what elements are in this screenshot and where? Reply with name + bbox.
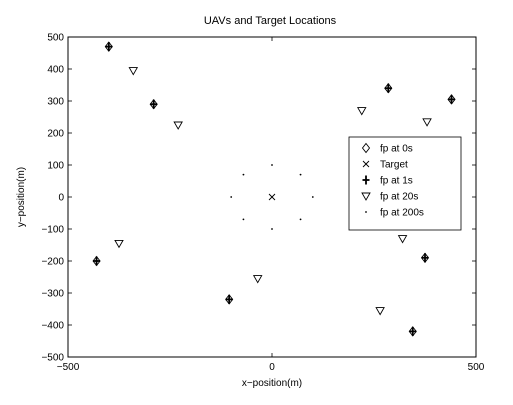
- point-fp-at-20s: [422, 118, 432, 127]
- legend-marker-target: [362, 160, 370, 168]
- y-tick-label: 500: [47, 33, 64, 44]
- y-tick-label: −400: [41, 321, 64, 332]
- point-target: [268, 193, 276, 201]
- legend-label-target: Target: [380, 160, 408, 171]
- point-fp-at-20s: [375, 307, 385, 316]
- y-tick-label: −300: [41, 289, 64, 300]
- legend-box: [348, 136, 462, 231]
- point-fp-at-200s: [242, 218, 245, 221]
- point-fp-at-200s: [242, 173, 245, 176]
- legend-label-fp-at-200s: fp at 200s: [380, 208, 424, 219]
- point-fp-at-20s: [128, 67, 139, 76]
- point-fp-at-1s: [409, 326, 417, 336]
- point-fp-at-1s: [93, 256, 101, 266]
- point-fp-at-200s: [230, 196, 233, 198]
- x-tick-label: −500: [57, 362, 80, 373]
- axis-ticks: [67, 36, 477, 358]
- point-fp-at-1s: [105, 42, 113, 52]
- y-tick-label: −100: [41, 225, 64, 236]
- point-fp-at-1s: [448, 94, 456, 104]
- legend: fp at 0s Target fp at 1s fp at 20s fp at 200…: [348, 136, 462, 231]
- y-tick-label: 0: [58, 193, 64, 204]
- point-fp-at-200s: [299, 218, 302, 221]
- legend-label-fp-at-1s: fp at 1s: [380, 176, 413, 187]
- point-fp-at-1s: [384, 83, 392, 93]
- point-fp-at-200s: [271, 164, 273, 166]
- x-tick-label: 0: [269, 362, 275, 373]
- point-fp-at-20s: [114, 239, 124, 249]
- legend-marker-fp-at-200s: [365, 211, 367, 213]
- y-tick-label: −200: [41, 257, 64, 268]
- y-tick-label: 300: [47, 97, 64, 108]
- point-fp-at-1s: [421, 253, 429, 263]
- axis-tick-labels: −500 0 500 −500 −400 −300 −200 −100 0 100 200 300 40…: [41, 33, 484, 374]
- point-fp-at-1s: [150, 99, 158, 109]
- point-fp-at-200s: [311, 196, 314, 198]
- legend-label-fp-at-20s: fp at 20s: [380, 192, 418, 203]
- y-tick-label: 100: [47, 161, 64, 172]
- legend-label-fp-at-0s: fp at 0s: [380, 144, 413, 155]
- point-fp-at-20s: [356, 107, 367, 116]
- legend-marker-fp-at-20s: [361, 192, 371, 201]
- chart-title: UAVs and Target Locations: [204, 15, 337, 27]
- point-fp-at-20s: [397, 235, 408, 244]
- point-fp-at-20s: [252, 275, 263, 284]
- data-markers: [92, 41, 456, 337]
- y-axis-label: y−position(m): [16, 167, 27, 227]
- point-fp-at-1s: [225, 294, 233, 304]
- legend-marker-fp-at-1s: [362, 175, 370, 185]
- x-tick-label: 500: [468, 362, 485, 373]
- x-axis-label: x−position(m): [242, 378, 302, 389]
- legend-marker-fp-at-0s: [361, 142, 371, 154]
- y-tick-label: −500: [41, 353, 64, 364]
- y-tick-label: 200: [47, 129, 64, 140]
- y-tick-label: 400: [47, 65, 64, 76]
- point-fp-at-20s: [173, 121, 183, 130]
- point-fp-at-200s: [299, 173, 302, 176]
- point-fp-at-200s: [271, 228, 273, 230]
